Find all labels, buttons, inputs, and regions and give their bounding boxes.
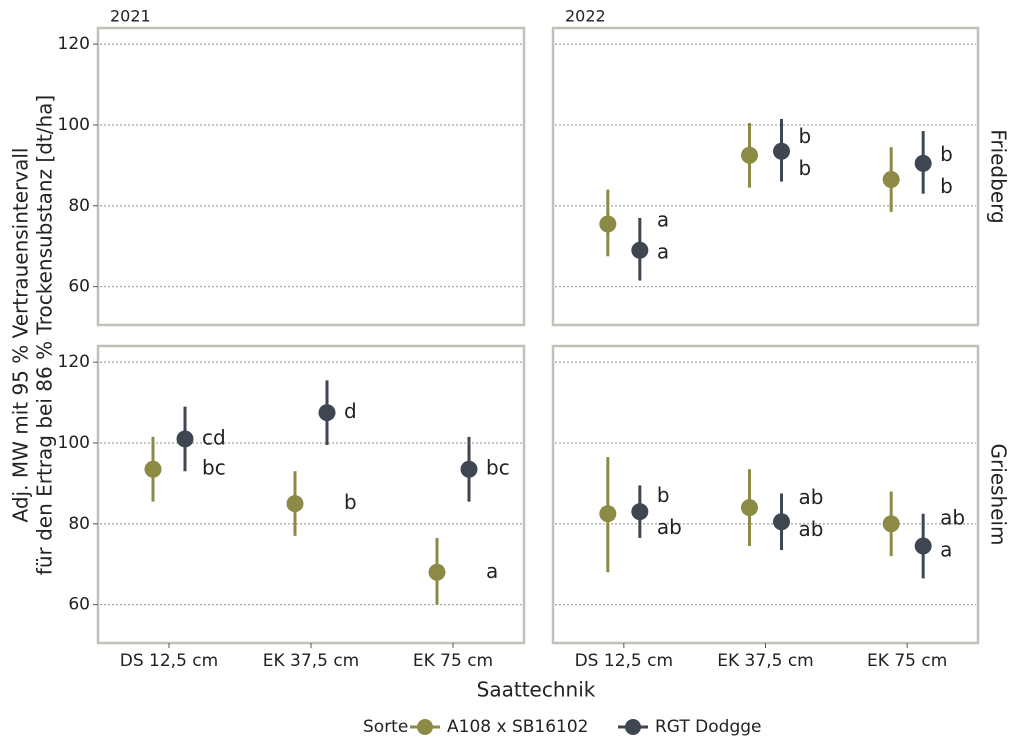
y-axis-label: für den Ertrag bei 86 % Trockensubstanz … [33, 95, 57, 575]
point [286, 495, 304, 513]
y-axis-label: Adj. MW mit 95 % Vertrauensintervall [9, 148, 33, 523]
y-tick-label: 80 [68, 514, 90, 534]
point [882, 171, 900, 189]
point [144, 460, 162, 478]
point [773, 513, 790, 531]
point [741, 499, 758, 517]
significance-letter: b [344, 490, 357, 514]
legend-label: RGT Dodgge [655, 717, 762, 737]
y-tick-label: 60 [68, 595, 90, 615]
significance-letter: ab [799, 517, 824, 541]
y-tick-label: 100 [58, 433, 90, 453]
significance-letter: b [940, 174, 953, 198]
panel [551, 26, 980, 327]
significance-letter: b [657, 483, 670, 507]
point [631, 241, 649, 259]
legend-dot [417, 719, 433, 735]
y-tick-label: 60 [68, 277, 90, 297]
y-tick-label: 100 [58, 115, 90, 135]
significance-letter: b [940, 142, 953, 166]
point [882, 515, 900, 533]
legend-dot [625, 719, 641, 735]
significance-letter: a [657, 240, 669, 264]
significance-letter: a [486, 559, 498, 583]
row-label: Griesheim [987, 443, 1011, 545]
column-label: 2021 [110, 7, 151, 26]
point [599, 215, 617, 233]
significance-letter: ab [940, 505, 965, 529]
x-tick-label: EK 37,5 cm [263, 651, 359, 671]
significance-letter: bc [486, 456, 510, 480]
significance-letter: a [657, 208, 669, 232]
point [599, 505, 617, 523]
significance-letter: ab [799, 485, 824, 509]
panel [96, 26, 526, 327]
x-axis-label: Saattechnik [477, 678, 596, 702]
significance-letter: a [940, 537, 952, 561]
significance-letter: b [799, 156, 812, 180]
point [460, 460, 478, 478]
significance-letter: bc [202, 456, 226, 480]
point [914, 154, 932, 172]
panel [551, 344, 980, 645]
point [318, 404, 336, 422]
column-label: 2022 [565, 7, 606, 26]
significance-letter: b [799, 124, 812, 148]
x-tick-label: EK 37,5 cm [717, 651, 813, 671]
y-tick-label: 80 [68, 196, 90, 216]
significance-letter: cd [202, 425, 226, 449]
x-tick-label: EK 75 cm [867, 651, 947, 671]
legend-label: A108 x SB16102 [447, 717, 588, 737]
legend-title: Sorte [363, 717, 408, 737]
y-tick-label: 120 [58, 352, 90, 372]
x-tick-label: DS 12,5 cm [575, 651, 673, 671]
x-tick-label: DS 12,5 cm [120, 651, 218, 671]
point [428, 563, 446, 581]
x-tick-label: EK 75 cm [413, 651, 493, 671]
y-tick-label: 120 [58, 34, 90, 54]
point [176, 430, 194, 448]
significance-letter: ab [657, 515, 682, 539]
panel [96, 344, 526, 645]
point [631, 503, 649, 521]
row-label: Friedberg [987, 129, 1011, 223]
point [773, 142, 790, 160]
point [741, 146, 758, 164]
point [914, 537, 932, 555]
significance-letter: d [344, 399, 357, 423]
